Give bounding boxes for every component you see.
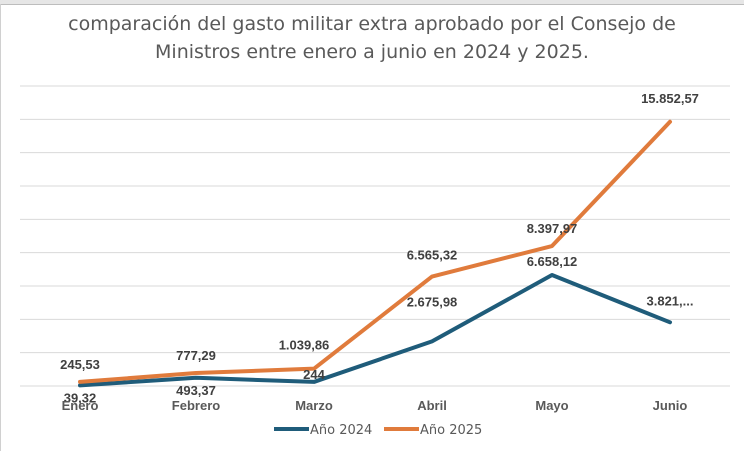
x-tick-label: Enero [62,398,99,413]
spreadsheet-top-strip [0,0,744,5]
x-tick-label: Abril [417,398,447,413]
x-tick-label: Junio [653,398,688,413]
x-axis-ticks: Enero Febrero Marzo Abril Mayo Junio [62,398,688,413]
data-label: 39,32 [64,390,97,405]
chart-title-line-1: comparación del gasto militar extra apro… [68,13,676,35]
data-label: 493,37 [176,383,216,398]
x-tick-label: Marzo [295,398,333,413]
series-line-2025 [78,119,672,384]
data-labels: 39,32 493,37 244 2.675,98 6.658,12 3.821,... 2… [60,91,699,406]
chart-frame-edge [0,4,1,451]
data-label: 6.565,32 [407,248,458,263]
data-label: 244 [303,367,325,382]
data-label: 245,53 [60,357,100,372]
legend-label: Año 2024 [310,423,372,438]
series-line-2024 [78,273,672,388]
data-label: 3.821,... [647,293,694,308]
x-tick-label: Mayo [535,398,568,413]
chart-title: comparación del gasto militar extra apro… [40,10,704,66]
legend-label: Año 2025 [420,423,482,438]
legend: Año 2024 Año 2025 [274,423,482,438]
data-label: 777,29 [176,348,216,363]
data-label: 2.675,98 [407,294,458,309]
data-label: 6.658,12 [527,254,578,269]
data-label: 15.852,57 [641,91,699,106]
data-label: 8.397,97 [527,221,578,236]
gridlines [20,85,730,387]
chart-title-line-2: Ministros entre enero a junio en 2024 y … [155,41,589,63]
data-label: 1.039,86 [279,338,330,353]
x-tick-label: Febrero [172,398,220,413]
series-lines [78,119,672,388]
